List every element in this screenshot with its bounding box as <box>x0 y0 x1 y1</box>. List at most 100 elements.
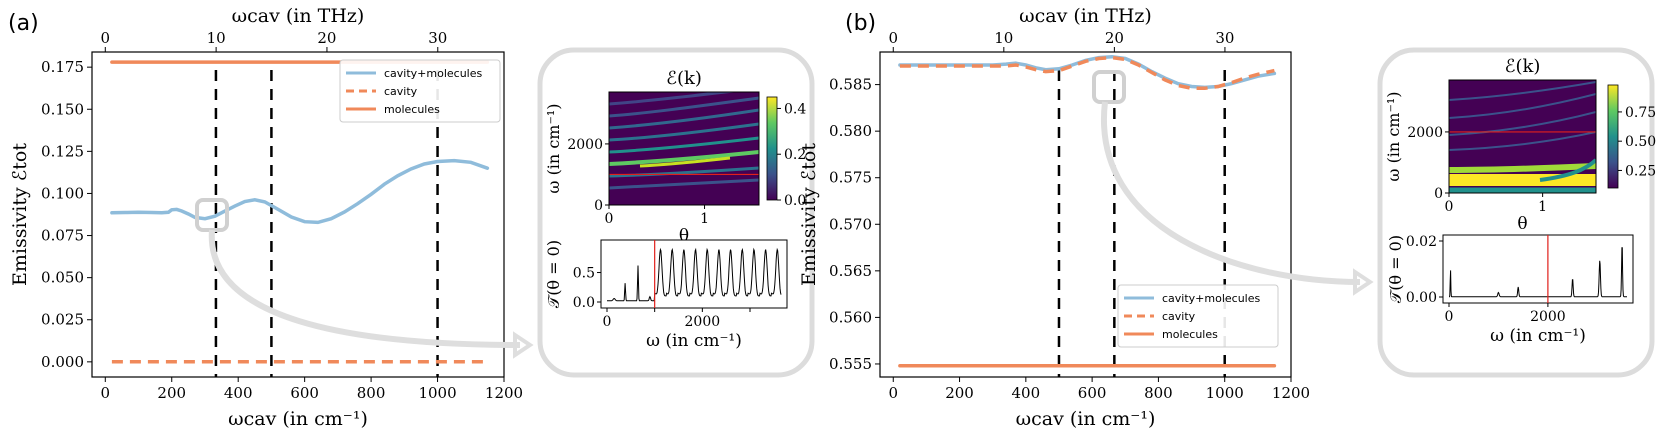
legend-label: molecules <box>1162 328 1218 341</box>
legend-box <box>1117 284 1279 348</box>
heatmap-frame <box>608 91 760 206</box>
top-tick-label: 0 <box>101 29 111 47</box>
top-tick-label: 10 <box>994 29 1013 47</box>
colorbar-tick-label: 0.25 <box>1625 163 1656 179</box>
y-axis-label: Emissivity ℰtot <box>9 143 31 286</box>
heatmap-band <box>609 136 759 154</box>
x-tick-label: 800 <box>1144 384 1173 402</box>
x-tick-label: 800 <box>357 384 386 402</box>
transmission-x-label: ω (in cm⁻¹) <box>646 331 742 351</box>
heatmap-title: ℰ(k) <box>666 68 702 89</box>
panel-a-label: (a) <box>8 11 39 36</box>
legend-label: cavity <box>1162 310 1196 323</box>
y-tick-label: 0.575 <box>829 169 872 187</box>
y-tick-label: 0.570 <box>829 215 872 233</box>
x-tick-label: 1200 <box>485 384 523 402</box>
transmission-x-tick-label: 2000 <box>685 314 721 330</box>
legend-label: molecules <box>384 103 440 116</box>
heatmap-y-tick-label: 2000 <box>567 137 603 153</box>
y-tick-label: 0.580 <box>829 122 872 140</box>
heatmap-x-tick-label: 0 <box>605 211 614 227</box>
x-tick-label: 200 <box>945 384 974 402</box>
zoom-arrowhead-a <box>513 331 534 359</box>
x-tick-label: 0 <box>101 384 111 402</box>
series-cavity-line <box>899 55 1275 91</box>
transmission-x-tick-label: 0 <box>1445 309 1454 325</box>
transmission-y-tick-label: 0.02 <box>1406 234 1437 250</box>
inset-transmission-b: 0 2000 0.00 0.02 ω (in cm⁻¹) 𝒯(θ = 0) <box>1386 234 1634 346</box>
x-tick-label: 1200 <box>1272 384 1310 402</box>
y-tick-label: 0.050 <box>41 269 84 287</box>
x-tick-label: 400 <box>224 384 253 402</box>
panel-a: (a) 0 200 400 600 800 1000 12000.0000.0250.050… <box>8 5 815 430</box>
heatmap-band <box>1449 111 1596 136</box>
heatmap-y-tick-label: 0 <box>594 198 603 214</box>
x-tick-label: 1000 <box>1206 384 1244 402</box>
heatmap-band <box>609 122 759 142</box>
panel-b-label: (b) <box>845 11 876 36</box>
y-tick-label: 0.000 <box>41 353 84 371</box>
heatmap-frame <box>1448 79 1597 194</box>
legend-box <box>339 59 501 123</box>
colorbar-tick-label: 0.4 <box>784 101 806 117</box>
series-cavity-plus-molecules-line <box>110 158 490 225</box>
y-tick-label: 0.025 <box>41 311 84 329</box>
transmission-y-tick-label: 0.5 <box>573 266 595 282</box>
top-axis-label: ωcav (in THz) <box>232 5 365 27</box>
x-axis-label: ωcav (in cm⁻¹) <box>228 408 368 430</box>
y-tick-label: 0.585 <box>829 76 872 94</box>
y-tick-label: 0.175 <box>41 58 84 76</box>
heatmap-band <box>1449 163 1596 173</box>
heatmap-x-tick-label: 1 <box>700 211 709 227</box>
x-tick-label: 600 <box>290 384 319 402</box>
heatmap-y-label: ω (in cm⁻¹) <box>544 103 563 193</box>
colorbar <box>766 96 778 201</box>
axes-frame <box>879 51 1292 378</box>
heatmap-band <box>609 92 739 106</box>
colorbar-tick-label: 0.50 <box>1625 134 1656 150</box>
y-tick-label: 0.565 <box>829 262 872 280</box>
panel-b: (b) 0 200 400 600 800 1000 12000.5550.5600.565… <box>798 5 1656 430</box>
colorbar-tick-label: 0.0 <box>784 193 806 209</box>
transmission-y-label: 𝒯(θ = 0) <box>1386 235 1405 303</box>
top-tick-label: 10 <box>207 29 226 47</box>
colorbar-tick-label: 0.2 <box>784 147 806 163</box>
legend-label: cavity <box>384 85 418 98</box>
heatmap-band <box>639 156 731 168</box>
top-tick-label: 20 <box>1105 29 1124 47</box>
zoom-box-b <box>1092 70 1126 104</box>
heatmap-y-tick-label: 2000 <box>1407 125 1443 141</box>
zoom-arrow-b <box>1100 101 1361 285</box>
x-tick-label: 600 <box>1078 384 1107 402</box>
top-axis-label: ωcav (in THz) <box>1019 5 1152 27</box>
heatmap-band <box>609 96 759 118</box>
x-tick-label: 200 <box>157 384 186 402</box>
heatmap-y-tick-label: 0 <box>1434 186 1443 202</box>
top-tick-label: 30 <box>428 29 447 47</box>
y-tick-label: 0.075 <box>41 227 84 245</box>
main-plot-a: 0 200 400 600 800 1000 12000.0000.0250.0500.07… <box>9 5 523 430</box>
heatmap-band <box>1449 131 1596 151</box>
x-tick-label: 1000 <box>418 384 456 402</box>
heatmap-title: ℰ(k) <box>1505 56 1541 77</box>
transmission-x-tick-label: 0 <box>603 314 612 330</box>
zoom-arrowhead-b <box>1353 268 1374 296</box>
y-tick-label: 0.150 <box>41 100 84 118</box>
legend-label: cavity+molecules <box>1162 292 1261 305</box>
y-tick-label: 0.125 <box>41 142 84 160</box>
heatmap-band <box>609 150 759 166</box>
transmission-curve <box>607 247 782 302</box>
y-tick-label: 0.560 <box>829 308 872 326</box>
colorbar <box>1607 84 1619 189</box>
top-tick-label: 0 <box>888 29 898 47</box>
transmission-curve <box>1448 247 1627 298</box>
top-tick-label: 20 <box>317 29 336 47</box>
heatmap-bands <box>609 92 759 190</box>
transmission-x-tick-label: 2000 <box>1530 309 1566 325</box>
transmission-x-label: ω (in cm⁻¹) <box>1490 326 1586 346</box>
heatmap-x-label: θ <box>679 226 689 246</box>
heatmap-x-tick-label: 1 <box>1538 199 1547 215</box>
